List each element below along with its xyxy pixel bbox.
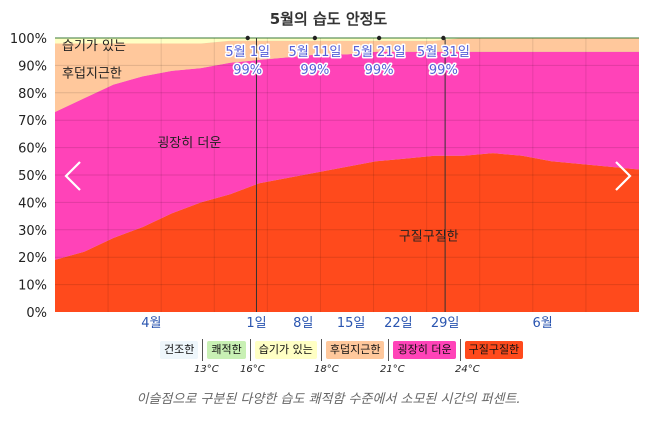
band-label: 굉장히 더운 (157, 136, 221, 151)
legend-separator (459, 339, 461, 361)
area-series-3 (55, 38, 639, 44)
next-arrow-icon[interactable] (615, 161, 632, 191)
y-tick-label: 70% (18, 114, 47, 129)
legend-item-muggy: 후덥지근한 (325, 341, 385, 359)
chart-title: 5월의 습도 안정도 (269, 10, 388, 28)
x-axis: 4월 1일 8일 15일 22일 29일 6월 (141, 316, 553, 331)
y-tick-label: 20% (18, 251, 47, 266)
y-axis: 0% 10% 20% 30% 40% 50% 60% 70% 80% 90% 100% (10, 32, 47, 321)
annotation-date: 5월 11일 (288, 45, 341, 60)
marker-layer (255, 38, 446, 312)
y-tick-label: 100% (10, 32, 47, 47)
x-tick-label: 6월 (533, 316, 553, 331)
legend-separator (202, 339, 204, 361)
y-tick-label: 10% (18, 279, 47, 294)
x-tick-label: 22일 (384, 316, 413, 331)
annotation-date: 5월 21일 (353, 45, 406, 60)
band-label: 구질구질한 (399, 229, 459, 244)
annotation-dot (312, 35, 318, 41)
chart-caption: 이슬점으로 구분된 다양한 습도 쾌적함 수준에서 소모된 시간의 퍼센트. (136, 392, 521, 407)
annotation-date: 5월 1일 (225, 45, 270, 60)
x-tick-label: 29일 (431, 316, 460, 331)
area-series-2 (55, 38, 639, 112)
legend-item-miserable: 구질구질한 (464, 341, 524, 359)
x-tick-label: 15일 (337, 316, 366, 331)
annotation-value: 99% (429, 63, 458, 78)
legend-item-humid: 습기가 있는 (254, 341, 317, 359)
annotation-date: 5월 31일 (417, 45, 470, 60)
y-tick-label: 30% (18, 224, 47, 239)
annotation-value: 99% (365, 63, 394, 78)
legend-threshold: 13°C (194, 364, 219, 375)
y-tick-label: 0% (26, 306, 47, 321)
legend-separator (388, 339, 390, 361)
legend-item-comfortable: 쾌적한 (207, 341, 246, 359)
area-series-0 (55, 153, 639, 312)
humidity-chart: 0% 10% 20% 30% 40% 50% 60% 70% 80% 90% 100% 4월 1일 8일… (10, 32, 639, 331)
area-layer (55, 37, 639, 312)
area-series-1 (55, 51, 639, 260)
legend: 건조한 쾌적한 습기가 있는 후덥지근한 굉장히 더운 구질구질한 (158, 339, 525, 361)
annotation-dot (441, 35, 446, 41)
legend-item-oppressive: 굉장히 더운 (393, 341, 456, 359)
grid-layer (55, 38, 639, 312)
annotation-dot (376, 35, 382, 41)
y-tick-label: 80% (18, 87, 47, 102)
band-label: 습기가 있는 (62, 39, 126, 54)
y-tick-label: 50% (18, 169, 47, 184)
legend-threshold: 24°C (455, 364, 480, 375)
band-label: 후덥지근한 (62, 66, 122, 81)
annotation-dot (245, 35, 250, 41)
x-tick-label: 4월 (141, 316, 161, 331)
annotation-value: 99% (233, 63, 262, 78)
legend-item-dry: 건조한 (160, 341, 199, 359)
x-tick-label: 8일 (293, 316, 313, 331)
legend-separator (320, 339, 322, 361)
legend-threshold: 16°C (240, 364, 265, 375)
legend-separator (249, 339, 251, 361)
y-tick-label: 90% (18, 59, 47, 74)
x-tick-label: 1일 (246, 316, 266, 331)
prev-arrow-icon[interactable] (64, 161, 81, 191)
annotation-layer: 5월 1일 99% 5월 11일 99% 5월 21일 99% 5월 31일 99% (224, 35, 471, 80)
legend-threshold: 21°C (380, 364, 405, 375)
y-tick-label: 40% (18, 196, 47, 211)
annotation-value: 99% (300, 63, 329, 78)
y-tick-label: 60% (18, 142, 47, 157)
legend-threshold: 18°C (314, 364, 339, 375)
